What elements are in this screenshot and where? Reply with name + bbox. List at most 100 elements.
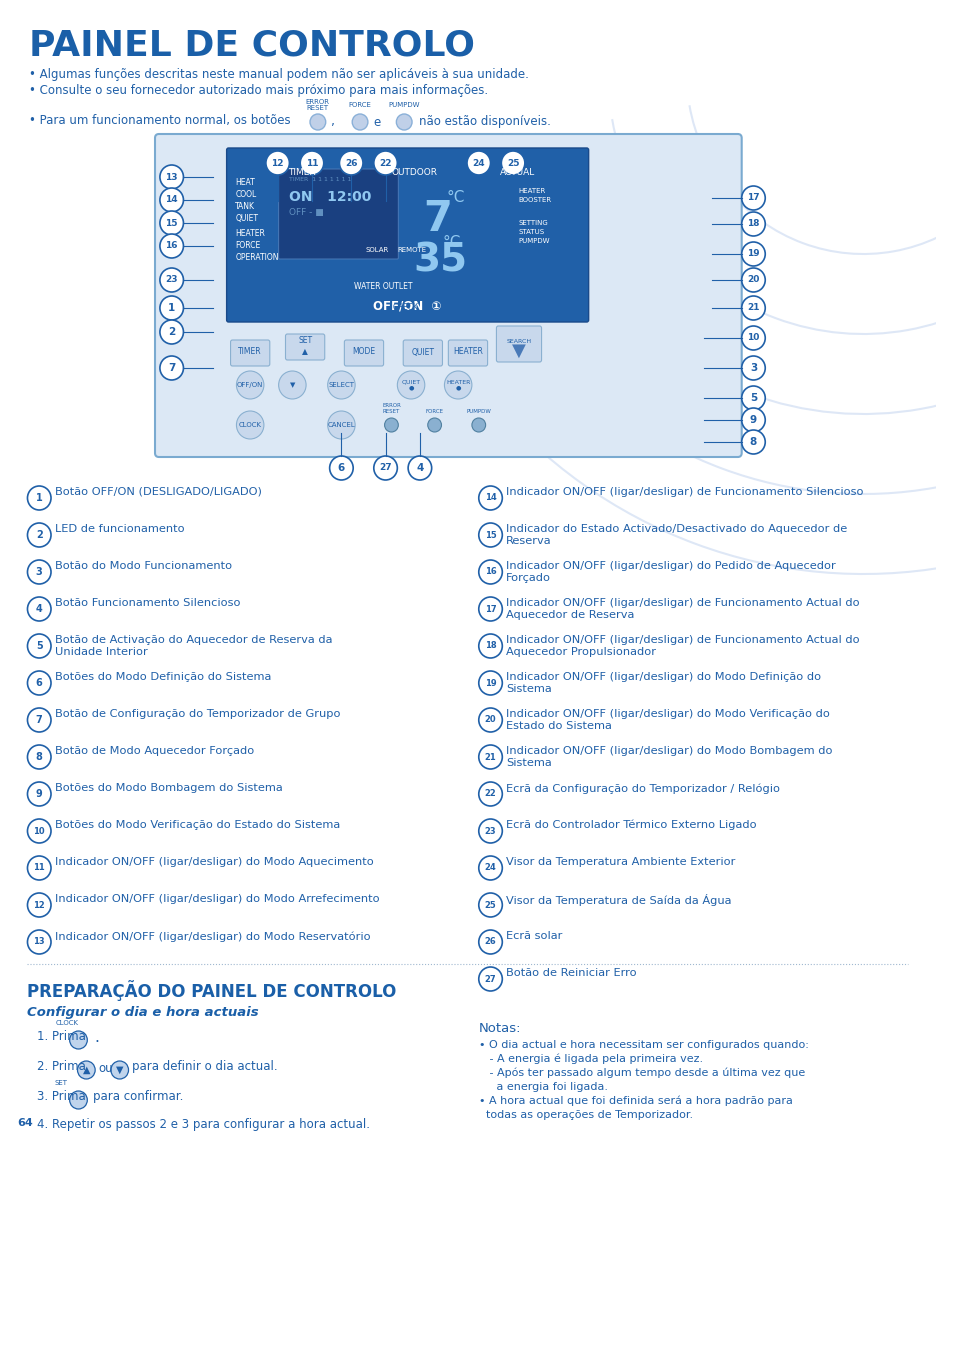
Text: Botão OFF/ON (DESLIGADO/LIGADO): Botão OFF/ON (DESLIGADO/LIGADO) <box>55 487 261 497</box>
Text: PREPARAÇÃO DO PAINEL DE CONTROLO: PREPARAÇÃO DO PAINEL DE CONTROLO <box>28 980 396 1001</box>
Text: 3: 3 <box>749 363 757 372</box>
Circle shape <box>740 268 764 292</box>
Text: SEARCH: SEARCH <box>506 338 531 344</box>
Text: Indicador ON/OFF (ligar/desligar) do Modo Reservatório: Indicador ON/OFF (ligar/desligar) do Mod… <box>55 932 370 941</box>
Text: .: . <box>94 1030 99 1045</box>
Text: Visor da Temperatura de Saída da Água: Visor da Temperatura de Saída da Água <box>506 894 731 906</box>
Text: 4: 4 <box>416 463 423 473</box>
Text: 18: 18 <box>746 219 759 229</box>
Circle shape <box>28 930 51 955</box>
Text: 4: 4 <box>36 604 43 613</box>
Circle shape <box>395 114 412 130</box>
Circle shape <box>160 165 183 190</box>
Circle shape <box>160 356 183 380</box>
Text: OPERATION: OPERATION <box>235 253 278 263</box>
Text: 23: 23 <box>165 275 178 284</box>
Text: ACTUAL: ACTUAL <box>500 168 535 177</box>
Circle shape <box>327 412 355 439</box>
Circle shape <box>478 672 502 695</box>
Text: todas as operações de Temporizador.: todas as operações de Temporizador. <box>478 1110 692 1120</box>
FancyBboxPatch shape <box>231 340 270 366</box>
Text: 10: 10 <box>33 826 45 835</box>
Text: 25: 25 <box>484 900 496 910</box>
Text: 12: 12 <box>271 158 284 168</box>
Text: 18: 18 <box>484 642 496 650</box>
Text: 2: 2 <box>168 328 175 337</box>
Text: 1: 1 <box>36 493 43 502</box>
Text: 13: 13 <box>165 172 178 181</box>
Text: TIMER: TIMER <box>288 168 315 177</box>
Circle shape <box>478 819 502 844</box>
Circle shape <box>160 297 183 320</box>
Text: PUMPDW: PUMPDW <box>517 238 549 244</box>
Text: 14: 14 <box>484 493 496 502</box>
Text: STATUS: STATUS <box>413 292 446 302</box>
Text: REMOTE: REMOTE <box>396 246 426 253</box>
Text: 2. Prima: 2. Prima <box>37 1060 86 1072</box>
Circle shape <box>236 412 264 439</box>
Text: FORCE: FORCE <box>235 241 260 250</box>
Text: Indicador ON/OFF (ligar/desligar) do Modo Arrefecimento: Indicador ON/OFF (ligar/desligar) do Mod… <box>55 894 379 904</box>
Text: OFF - ■: OFF - ■ <box>289 209 324 217</box>
Text: ou: ou <box>98 1062 112 1075</box>
Text: BOOSTER: BOOSTER <box>517 196 551 203</box>
Text: 1. Prima: 1. Prima <box>37 1030 86 1043</box>
Circle shape <box>28 856 51 880</box>
Text: ▼: ▼ <box>116 1066 123 1075</box>
Circle shape <box>300 152 323 175</box>
Circle shape <box>339 152 363 175</box>
Text: para confirmar.: para confirmar. <box>93 1090 183 1104</box>
Text: 7: 7 <box>36 715 43 724</box>
Circle shape <box>740 431 764 454</box>
Circle shape <box>478 856 502 880</box>
Text: 2: 2 <box>36 529 43 540</box>
Text: SET: SET <box>54 1080 68 1086</box>
Circle shape <box>478 634 502 658</box>
Circle shape <box>478 597 502 621</box>
Circle shape <box>28 486 51 510</box>
Text: Botão de Reiniciar Erro: Botão de Reiniciar Erro <box>506 968 637 978</box>
Circle shape <box>478 894 502 917</box>
Circle shape <box>28 597 51 621</box>
Text: SET: SET <box>294 303 309 311</box>
Text: 7: 7 <box>422 198 452 240</box>
Text: 7: 7 <box>168 363 175 372</box>
Circle shape <box>478 523 502 547</box>
Text: HEAT: HEAT <box>235 177 255 187</box>
Circle shape <box>478 783 502 806</box>
Circle shape <box>740 297 764 320</box>
Text: 26: 26 <box>345 158 357 168</box>
Text: QUIET: QUIET <box>411 348 434 356</box>
FancyBboxPatch shape <box>154 134 740 458</box>
Circle shape <box>740 185 764 210</box>
Text: 8: 8 <box>36 751 43 762</box>
Circle shape <box>396 371 424 399</box>
Circle shape <box>28 819 51 844</box>
Text: RESET: RESET <box>307 106 329 111</box>
Text: 35: 35 <box>413 242 467 280</box>
Text: 25: 25 <box>506 158 518 168</box>
Text: 15: 15 <box>165 218 178 227</box>
Text: 19: 19 <box>484 678 496 688</box>
Circle shape <box>740 242 764 265</box>
Text: Notas:: Notas: <box>478 1022 520 1034</box>
Text: HEATER: HEATER <box>235 229 265 238</box>
Text: 24: 24 <box>484 864 496 872</box>
Circle shape <box>501 152 524 175</box>
Text: TIMER  1 1 1 1 1 1 1: TIMER 1 1 1 1 1 1 1 <box>289 177 352 181</box>
Text: MODE: MODE <box>352 348 375 356</box>
Text: Botão de Modo Aquecedor Forçado: Botão de Modo Aquecedor Forçado <box>55 746 253 756</box>
Text: SETTING: SETTING <box>517 219 547 226</box>
Text: 22: 22 <box>379 158 392 168</box>
Text: 5: 5 <box>36 640 43 651</box>
Text: 16: 16 <box>165 241 178 250</box>
Text: 16: 16 <box>484 567 496 577</box>
Circle shape <box>478 967 502 991</box>
Text: 21: 21 <box>484 753 496 761</box>
Text: HEATER: HEATER <box>453 348 482 356</box>
Circle shape <box>28 672 51 695</box>
Text: PUMPDW: PUMPDW <box>388 102 419 108</box>
Text: Indicador ON/OFF (ligar/desligar) do Modo Verificação do
Estado do Sistema: Indicador ON/OFF (ligar/desligar) do Mod… <box>506 709 829 731</box>
Circle shape <box>740 356 764 380</box>
Text: • A hora actual que foi definida será a hora padrão para: • A hora actual que foi definida será a … <box>478 1095 792 1106</box>
